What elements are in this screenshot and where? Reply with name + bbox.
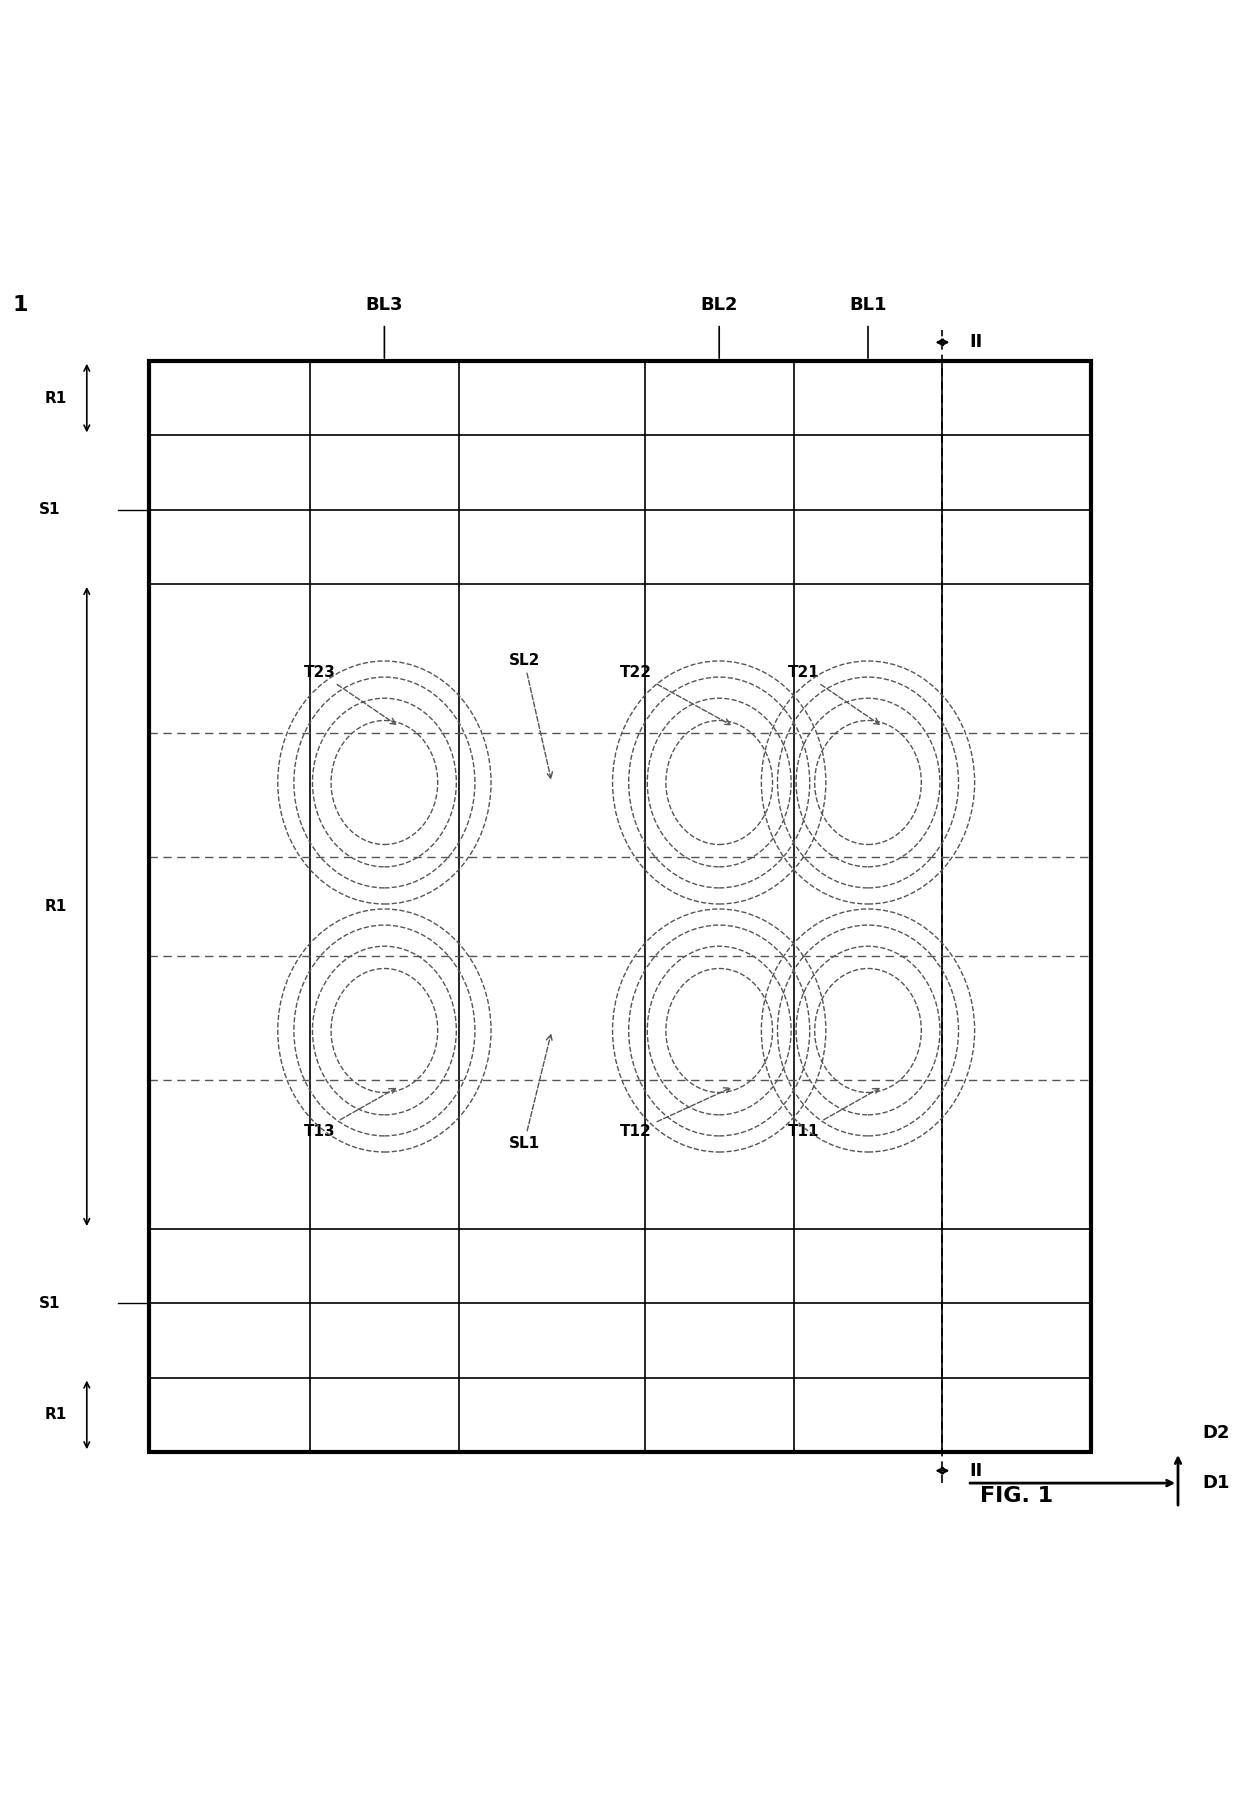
Text: D1: D1 [1203,1474,1230,1492]
Text: II: II [970,334,983,352]
Text: D2: D2 [1203,1425,1230,1443]
Text: SL1: SL1 [508,1035,552,1151]
Text: II: II [970,1461,983,1479]
Text: FIG. 1: FIG. 1 [981,1485,1053,1505]
Text: T11: T11 [787,1088,879,1139]
Text: T12: T12 [620,1088,730,1139]
Text: T22: T22 [620,665,730,725]
Text: R1: R1 [45,1407,67,1423]
Bar [149,361,1091,1452]
Text: S1: S1 [38,502,61,517]
Text: R1: R1 [45,899,67,914]
Text: T21: T21 [787,665,879,723]
Text: 1: 1 [12,296,27,315]
Text: T23: T23 [304,665,396,723]
Text: BL2: BL2 [701,296,738,314]
Text: S1: S1 [38,1296,61,1311]
Text: SL2: SL2 [508,653,553,778]
Text: R1: R1 [45,390,67,406]
Text: T13: T13 [304,1088,396,1139]
Text: BL3: BL3 [366,296,403,314]
Text: BL1: BL1 [849,296,887,314]
